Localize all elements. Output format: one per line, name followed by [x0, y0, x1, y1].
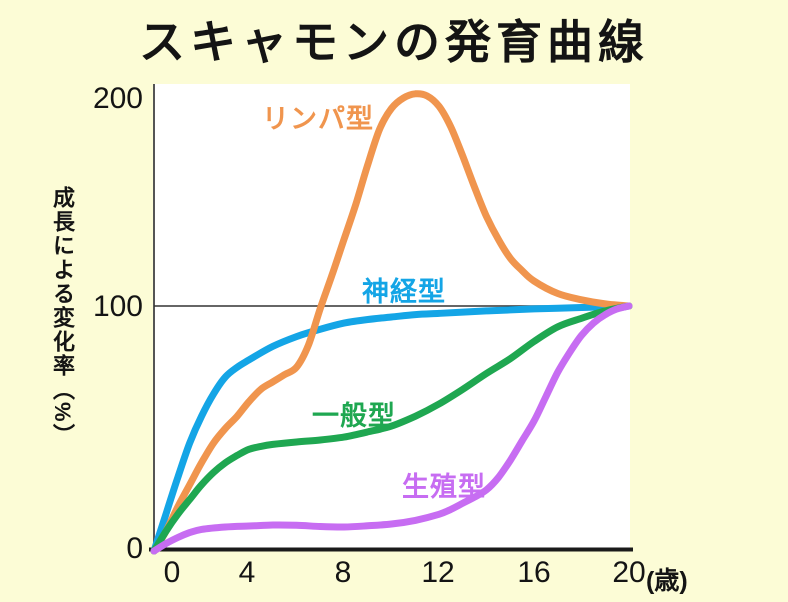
x-tick-20: 20	[612, 556, 646, 589]
x-tick-16: 16	[517, 556, 551, 589]
chart-title: スキャモンの発育曲線	[139, 16, 649, 68]
y-tick-0: 0	[126, 532, 143, 565]
y-axis-title: 成長による変化率（%）	[50, 186, 75, 448]
curve-一般型	[150, 302, 633, 555]
curve-リンパ型	[150, 90, 633, 555]
curve-label-lymphoid: リンパ型	[262, 104, 374, 134]
x-tick-0: 0	[163, 556, 181, 589]
curve-神経型	[150, 302, 633, 555]
curve-生殖型	[150, 302, 633, 555]
curve-label-general: 一般型	[312, 401, 396, 431]
x-axis-unit-label: (歳)	[646, 567, 688, 595]
y-tick-100: 100	[92, 290, 143, 323]
x-tick-12: 12	[421, 556, 455, 589]
y-tick-200: 200	[92, 82, 143, 115]
curve-label-genital: 生殖型	[402, 472, 486, 502]
x-tick-4: 4	[238, 556, 256, 589]
curve-label-neural: 神経型	[362, 277, 446, 307]
x-tick-8: 8	[334, 556, 352, 589]
